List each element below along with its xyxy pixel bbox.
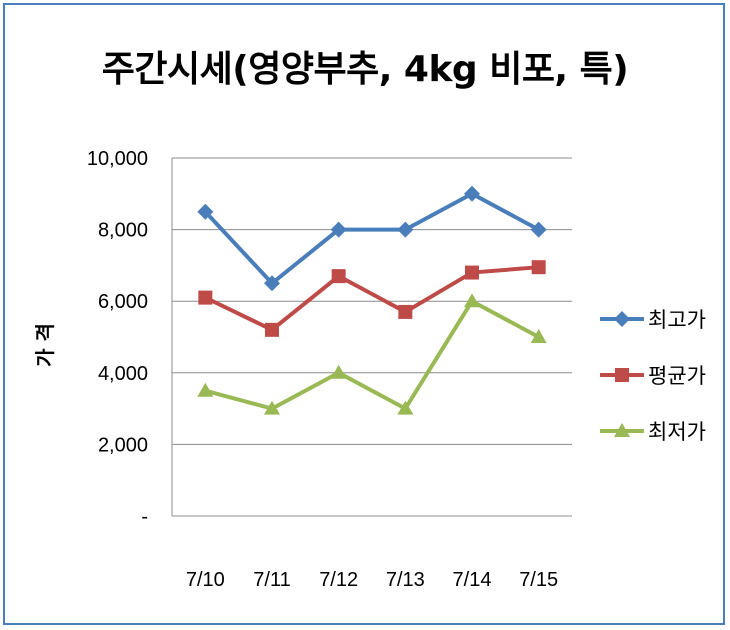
y-tick-label: 2,000 [98, 434, 148, 456]
data-point [531, 260, 546, 275]
data-point [197, 203, 214, 220]
legend-marker [615, 368, 629, 382]
chart-frame [3, 3, 725, 625]
data-point [331, 269, 346, 284]
data-point [465, 265, 479, 280]
data-point [530, 329, 547, 343]
x-tick-labels: 7/10 7/11 7/12 7/13 7/14 7/15 [186, 569, 558, 591]
grid-lines [172, 157, 572, 445]
x-tick-label: 7/14 [453, 569, 492, 591]
data-point [397, 221, 414, 238]
data-point [464, 293, 480, 308]
chart-title: 주간시세(영양부추, 4kg 비포, 특) [101, 49, 629, 90]
data-point [330, 221, 347, 238]
series-line [204, 299, 540, 411]
legend-label: 최고가 [648, 308, 706, 332]
legend-marker [614, 311, 630, 327]
x-tick-label: 7/13 [386, 569, 425, 591]
axes [171, 158, 572, 517]
x-tick-label: 7/10 [186, 569, 225, 591]
data-point [198, 290, 213, 305]
data-point [265, 322, 279, 337]
y-tick-label: 10,000 [87, 148, 148, 170]
legend-label: 평균가 [648, 364, 706, 388]
data-point [197, 382, 214, 397]
legend-marker [614, 423, 630, 437]
y-tick-label: 8,000 [98, 220, 148, 242]
data-point [464, 185, 480, 202]
data-point [530, 221, 547, 238]
data-point [398, 304, 413, 319]
series-line [203, 191, 540, 286]
x-tick-label: 7/15 [519, 569, 558, 591]
y-tick-label: - [141, 506, 148, 528]
series-line [204, 265, 539, 332]
data-point [264, 400, 280, 415]
y-tick-label: 6,000 [98, 291, 148, 313]
y-tick-labels: - 2,000 4,000 6,000 8,000 10,000 [87, 148, 148, 528]
y-tick-label: 4,000 [98, 363, 148, 385]
data-point [397, 400, 414, 415]
series [197, 185, 547, 415]
legend-label: 최저가 [648, 420, 706, 444]
data-point [330, 364, 347, 379]
data-point [264, 275, 280, 292]
y-axis-label: 가 격 [33, 323, 57, 367]
x-tick-label: 7/12 [319, 569, 358, 591]
x-tick-label: 7/11 [253, 569, 290, 591]
